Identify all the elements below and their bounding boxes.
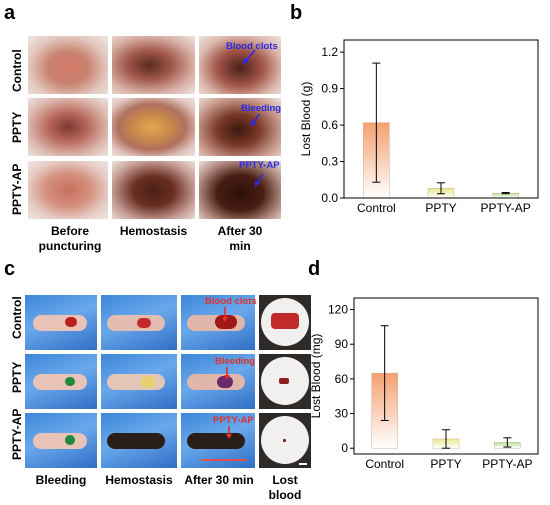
y-tick-label: 0.3	[321, 155, 338, 169]
y-tick-label: 30	[335, 407, 349, 421]
annotation-arrows-a	[243, 49, 264, 187]
row-label-ppty-ap: PPTY-AP	[10, 163, 24, 215]
y-axis-label: Lost Blood (mg)	[309, 334, 323, 419]
x-tick-label-control: Control	[357, 201, 396, 215]
y-tick-label: 0	[341, 441, 348, 455]
liver-photo-ppty-ap-before	[28, 161, 108, 219]
y-axis-label: Lost Blood (g)	[299, 82, 313, 157]
panel-label-c: c	[4, 258, 16, 280]
row-label-ppty-ap-c: PPTY-AP	[10, 408, 24, 460]
col-label-hemostasis-c: Hemostasis	[105, 473, 173, 487]
liver-photo-ppty-after	[199, 98, 281, 156]
plot-frame	[343, 39, 539, 199]
finger-photo-control-hemostasis	[101, 295, 177, 350]
liver-photo-control-before	[28, 36, 108, 94]
annotation-bleeding-c: Bleeding	[215, 356, 256, 367]
x-tick-label-ppty-ap: PPTY-AP	[481, 201, 531, 215]
y-tick-label: 90	[335, 337, 349, 351]
x-tick-label-ppty: PPTY	[430, 457, 461, 471]
row-label-control-c: Control	[10, 296, 24, 339]
col-label-lost-blood-c: Lost blood	[268, 473, 302, 502]
liver-photo-ppty-before	[28, 98, 108, 156]
annotation-blood-clots-c: Blood clots	[205, 296, 257, 307]
annotation-blood-clots-a: Blood clots	[226, 41, 278, 52]
annotation-ppty-ap-a: PPTY-AP	[239, 160, 280, 171]
y-tick-label: 0.0	[321, 191, 338, 205]
x-tick-label-control: Control	[365, 457, 404, 471]
finger-photo-ppty-ap-after	[181, 413, 255, 468]
chart-b-lost-blood-g: Control PPTY PPTY-AP 0.0 0.3 0.6 0.9 1.2 Lost Bl…	[299, 39, 539, 215]
col-label-bleeding-c: Bleeding	[35, 473, 87, 487]
panel-label-a: a	[4, 2, 16, 24]
row-label-ppty-c: PPTY	[10, 361, 24, 393]
y-tick-label: 0.6	[321, 118, 338, 132]
col-label-after-30-min-c: After 30 min	[184, 473, 254, 487]
panel-label-b: b	[290, 2, 303, 24]
x-tick-label-ppty-ap: PPTY-AP	[482, 457, 532, 471]
panel-label-d: d	[308, 258, 321, 280]
annotation-ppty-ap-c: PPTY-AP	[213, 415, 254, 426]
row-label-ppty: PPTY	[10, 111, 24, 143]
col-label-after-30-min-a: After 30 min	[217, 224, 263, 253]
col-label-hemostasis-a: Hemostasis	[119, 224, 188, 238]
finger-photo-control-bleeding	[25, 295, 97, 350]
chart-d-lost-blood-mg: Control PPTY PPTY-AP 0 30 60 90 120 Lost Blood (…	[309, 297, 539, 471]
plot-frame	[353, 297, 539, 455]
col-label-before-puncturing: Before puncturing	[38, 224, 102, 253]
lost-blood-photo-control	[259, 295, 311, 350]
liver-photo-ppty-ap-after	[199, 161, 281, 219]
y-tick-label: 60	[335, 372, 349, 386]
finger-photo-ppty-ap-hemostasis	[101, 413, 177, 468]
lost-blood-photo-ppty-ap	[259, 413, 311, 468]
annotation-bleeding-a: Bleeding	[241, 103, 282, 114]
y-tick-label: 0.9	[321, 82, 338, 96]
finger-photo-control-after	[181, 295, 255, 350]
finger-photo-ppty-after	[181, 354, 255, 409]
annotation-arrows-c	[222, 307, 232, 439]
liver-photo-control-hemostasis	[112, 36, 195, 94]
y-tick-label: 1.2	[321, 45, 338, 59]
row-label-control: Control	[10, 49, 24, 92]
lost-blood-photo-ppty	[259, 354, 311, 409]
finger-photo-ppty-hemostasis	[101, 354, 177, 409]
x-tick-label-ppty: PPTY	[425, 201, 456, 215]
finger-photo-ppty-bleeding	[25, 354, 97, 409]
y-tick-label: 120	[328, 303, 348, 317]
liver-photo-control-after	[199, 36, 281, 94]
finger-photo-ppty-ap-bleeding	[25, 413, 97, 468]
liver-photo-ppty-hemostasis	[112, 98, 195, 156]
liver-photo-ppty-ap-hemostasis	[112, 161, 195, 219]
